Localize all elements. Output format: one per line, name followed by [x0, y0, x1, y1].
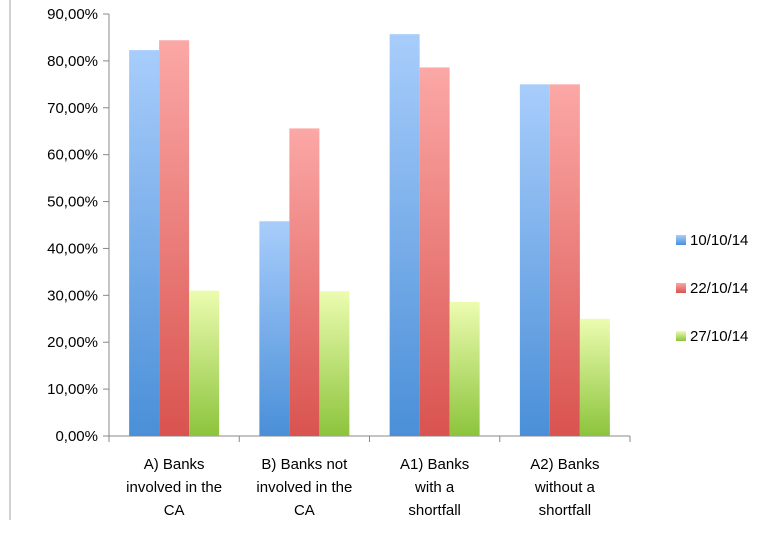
bar [159, 40, 190, 436]
y-axis: 0,00% 10,00% 20,00% 30,00% 40,00% 50,00% 60,00… [47, 6, 110, 445]
y-tick-label: 90,00% [47, 6, 98, 23]
bar [259, 221, 290, 436]
y-tick-label: 50,00% [47, 194, 98, 211]
category-label-line: shortfall [539, 502, 592, 519]
category-label: A1) Banks with a shortfall [400, 456, 469, 519]
category-label-line: involved in the [126, 479, 222, 496]
bar [189, 290, 220, 436]
category-label-line: A) Banks [144, 456, 205, 473]
y-tick-label: 10,00% [47, 381, 98, 398]
bar [549, 84, 580, 436]
category-label: A) Banks involved in the CA [126, 456, 222, 519]
y-tick-label: 20,00% [47, 334, 98, 351]
legend-swatch [676, 235, 686, 245]
y-tick-label: 0,00% [55, 428, 98, 445]
category-label-line: involved in the [256, 479, 352, 496]
legend-label: 27/10/14 [690, 328, 748, 345]
legend-label: 10/10/14 [690, 232, 748, 249]
category-label: A2) Banks without a shortfall [530, 456, 599, 519]
category-label-line: CA [294, 502, 315, 519]
bar [419, 67, 450, 436]
y-tick-label: 70,00% [47, 100, 98, 117]
legend-swatch [676, 331, 686, 341]
legend-swatch [676, 283, 686, 293]
bar [519, 84, 550, 436]
category-label-line: B) Banks not [261, 456, 348, 473]
y-tick-label: 80,00% [47, 53, 98, 70]
category-label-line: A1) Banks [400, 456, 469, 473]
category-label: B) Banks not involved in the CA [256, 456, 352, 519]
category-label-line: with a [414, 479, 455, 496]
y-tick-label: 60,00% [47, 147, 98, 164]
legend-label: 22/10/14 [690, 280, 748, 297]
category-label-line: shortfall [408, 502, 461, 519]
category-label-line: CA [164, 502, 185, 519]
category-label-line: without a [534, 479, 596, 496]
y-tick-label: 30,00% [47, 287, 98, 304]
legend: 10/10/14 22/10/14 27/10/14 [676, 232, 748, 345]
x-axis: A) Banks involved in the CA B) Banks not inv… [108, 435, 631, 519]
bars [129, 34, 610, 437]
bar [449, 301, 480, 436]
bar [389, 34, 420, 436]
bar [579, 318, 610, 436]
y-tick-label: 40,00% [47, 240, 98, 257]
bar [319, 291, 350, 436]
bar [129, 50, 160, 437]
category-label-line: A2) Banks [530, 456, 599, 473]
bar [289, 128, 320, 437]
